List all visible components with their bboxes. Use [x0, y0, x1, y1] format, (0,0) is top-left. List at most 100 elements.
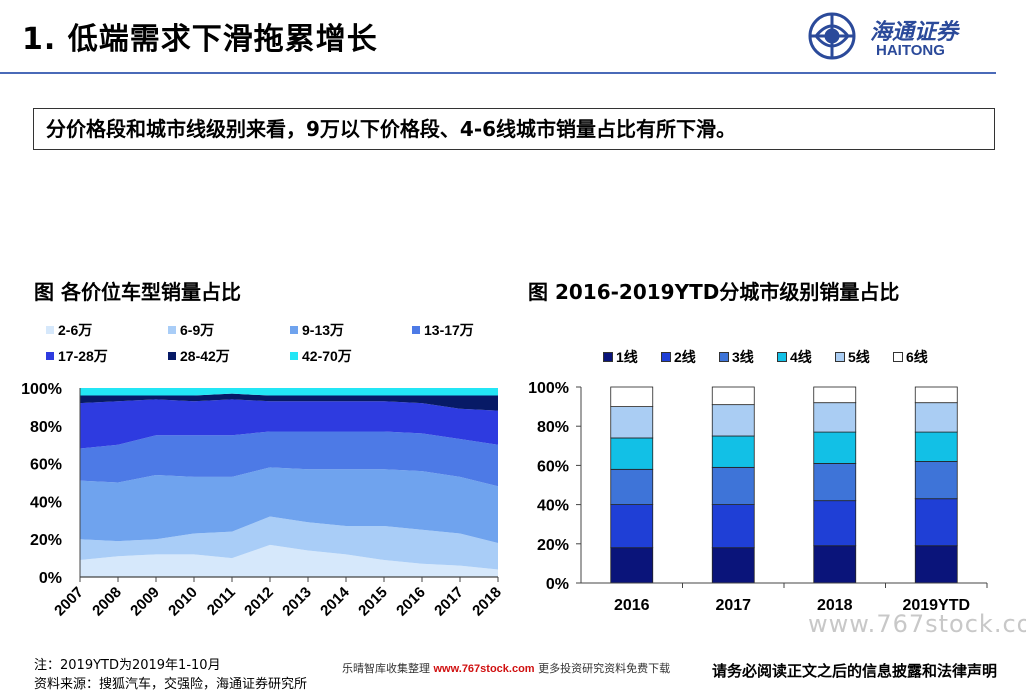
legend-item: 2-6万: [46, 320, 92, 340]
x-tick-label: 2017: [431, 584, 467, 620]
legend-item: 42-70万: [290, 346, 352, 366]
legend-label: 6-9万: [180, 322, 215, 338]
price-segment-area-chart: 0%20%40%60%80%100%2007 2008 2009 2010 2011 20…: [21, 381, 505, 620]
legend-swatch: [46, 326, 54, 335]
bar-segment: [711, 435, 755, 468]
legend-item: 28-42万: [168, 346, 230, 366]
bar-segment: [711, 504, 755, 549]
area-series: [80, 431, 498, 487]
haitong-logo: [808, 12, 856, 60]
legend-label: 4线: [790, 349, 812, 365]
summary-callout: 分价格段和城市线级别来看，9万以下价格段、4-6线城市销量占比有所下滑。: [33, 108, 995, 150]
y-tick-label: 20%: [537, 537, 569, 554]
x-tick-label: 2019YTD: [902, 597, 970, 614]
y-tick-label: 0%: [546, 576, 569, 593]
y-tick-label: 100%: [21, 381, 62, 398]
legend-item: 4线: [777, 347, 812, 367]
bar-segment: [813, 545, 857, 584]
x-tick-label: 2018: [469, 584, 505, 620]
bar-segment: [914, 386, 958, 404]
bar-segment: [610, 406, 654, 439]
footer-promo: 乐晴智库收集整理 www.767stock.com 更多投资研究资料免费下载: [342, 660, 670, 676]
legend-swatch: [46, 352, 54, 361]
legend-swatch: [290, 326, 298, 335]
watermark: www.767stock.com: [808, 610, 1026, 638]
x-tick-label: 2018: [817, 597, 853, 614]
bar-segment: [711, 386, 755, 406]
legend-swatch: [412, 326, 420, 335]
area-series: [80, 393, 498, 411]
legend-item: 1线: [603, 347, 638, 367]
data-source: 资料来源：搜狐汽车，交强险，海通证券研究所: [34, 677, 308, 692]
legend-label: 3线: [732, 349, 754, 365]
legend-swatch: [168, 326, 176, 335]
logo-english-name: HAITONG: [876, 42, 945, 59]
legend-swatch: [661, 352, 671, 363]
legend-swatch: [835, 352, 845, 363]
bar-segment: [813, 500, 857, 547]
y-tick-label: 100%: [528, 380, 569, 397]
bar-segment: [711, 547, 755, 584]
bar-segment: [914, 402, 958, 433]
legend-swatch: [168, 352, 176, 361]
legend-item: 2线: [661, 347, 696, 367]
area-series: [80, 399, 498, 449]
city-tier-bar-chart: 0% 20% 40% 60% 80% 100% 2016 2017 2018 2019YTD: [528, 380, 988, 614]
logo-chinese-name: 海通证券: [870, 19, 959, 45]
y-tick-label: 0%: [39, 570, 62, 587]
page-title: 1. 低端需求下滑拖累增长: [22, 22, 378, 57]
legend-label: 5线: [848, 349, 870, 365]
y-tick-label: 80%: [537, 419, 569, 436]
legend-item: 3线: [719, 347, 754, 367]
legend-item: 9-13万: [290, 320, 344, 340]
right-chart-legend: 1线 2线 3线 4线 5线 6线: [603, 347, 964, 367]
legend-swatch: [777, 352, 787, 363]
x-tick-label: 2008: [89, 584, 125, 620]
bar-segment: [610, 504, 654, 549]
x-tick-label: 2007: [51, 584, 87, 620]
x-tick-label: 2016: [393, 584, 429, 620]
bar-segment: [813, 402, 857, 433]
header-divider: [0, 72, 996, 74]
legend-label: 9-13万: [302, 322, 345, 338]
legend-label: 28-42万: [180, 348, 230, 364]
legend-swatch: [290, 352, 298, 361]
bar-segment: [813, 463, 857, 502]
bar-segment: [813, 386, 857, 404]
legend-item: 17-28万: [46, 346, 108, 366]
area-series: [80, 388, 498, 396]
y-tick-label: 80%: [30, 419, 62, 436]
legend-label: 1线: [616, 349, 638, 365]
legend-label: 17-28万: [58, 348, 108, 364]
footer-promo-prefix: 乐晴智库收集整理: [342, 662, 430, 675]
y-tick-label: 60%: [537, 458, 569, 475]
left-chart-legend: 2-6万 6-9万 9-13万 13-17万 17-28万 28-42万 42-70万: [46, 320, 516, 370]
bar-segment: [610, 547, 654, 584]
legend-label: 13-17万: [424, 322, 474, 338]
legend-label: 6线: [906, 349, 928, 365]
bar-segment: [914, 431, 958, 462]
bar-segment: [914, 498, 958, 547]
bar-segment: [610, 437, 654, 470]
footer-promo-url[interactable]: www.767stock.com: [433, 663, 535, 675]
y-tick-label: 40%: [30, 494, 62, 511]
area-series: [80, 516, 498, 570]
bar-segment: [711, 404, 755, 437]
bar-segment: [914, 461, 958, 500]
area-series: [80, 544, 498, 577]
footer-disclaimer: 请务必阅读正文之后的信息披露和法律声明: [712, 662, 998, 680]
legend-swatch: [719, 352, 729, 363]
x-tick-label: 2017: [715, 597, 751, 614]
footer-promo-suffix: 更多投资研究资料免费下载: [538, 662, 671, 675]
x-tick-label: 2012: [241, 584, 277, 620]
bar-segment: [610, 386, 654, 408]
legend-item: 6线: [893, 347, 928, 367]
x-tick-label: 2009: [127, 584, 163, 620]
area-series: [80, 467, 498, 543]
left-chart-title: 图 各价位车型销量占比: [34, 280, 241, 304]
haitong-logo-icon: [808, 12, 856, 60]
x-tick-label: 2015: [355, 584, 391, 620]
legend-swatch: [893, 352, 903, 363]
legend-swatch: [603, 352, 613, 363]
x-tick-label: 2014: [317, 583, 353, 619]
